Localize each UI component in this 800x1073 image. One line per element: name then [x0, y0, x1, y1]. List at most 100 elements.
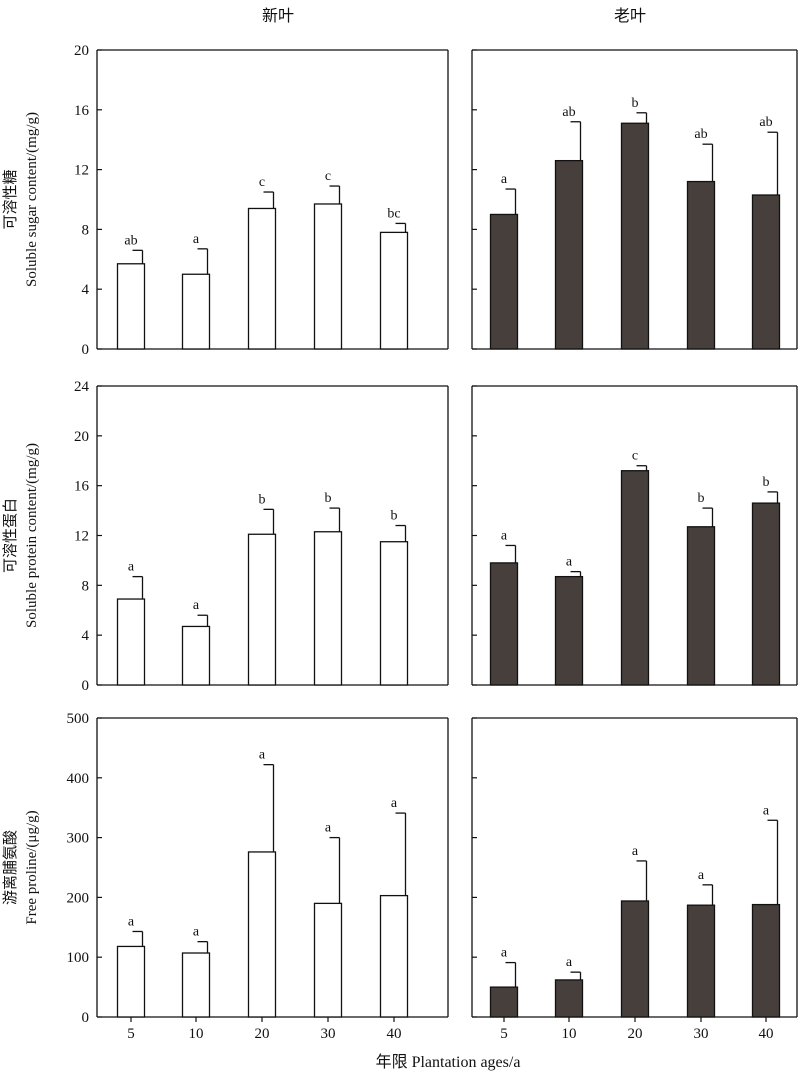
y-axis-title-en: Free proline/(μg/g): [24, 810, 40, 924]
free-proline-new-leaf-panel: 0 100 200 300 400 500 游离脯氨酸 Free proline/(μg/g)…: [2, 711, 449, 1042]
soluble-sugar-old-leaf-panel: a ab b ab ab: [471, 49, 798, 350]
y-tick-label: 500: [67, 711, 90, 727]
significance-label: ab: [124, 233, 137, 248]
significance-label: b: [391, 509, 398, 524]
bar: [620, 900, 650, 1018]
x-tick-label: 20: [255, 1026, 270, 1042]
y-tick-label: 16: [74, 479, 90, 495]
x-tick-label: 5: [500, 1026, 508, 1042]
y-tick-label: 16: [74, 103, 90, 119]
significance-label: b: [259, 492, 266, 507]
bar: [247, 533, 277, 686]
y-tick-label: 0: [82, 1010, 90, 1026]
soluble-protein-new-leaf-panel: 0 4 8 12 16 20 24 可溶性蛋白 Soluble protein content/…: [2, 379, 449, 694]
y-tick-label: 24: [74, 379, 90, 395]
significance-label: a: [566, 555, 573, 570]
bar: [379, 894, 409, 1018]
y-tick-label: 100: [67, 950, 90, 966]
significance-label: a: [193, 232, 200, 247]
y-tick-label: 20: [74, 429, 89, 445]
free-proline-old-leaf-panel: a 5 a 10 a 20 a 30 a 40: [471, 717, 798, 1042]
bar: [379, 541, 409, 686]
y-tick-label: 4: [82, 282, 90, 298]
y-tick-label: 0: [82, 678, 90, 694]
bar: [554, 575, 584, 686]
significance-label: a: [128, 914, 135, 929]
significance-label: a: [325, 821, 332, 836]
significance-label: ab: [694, 127, 707, 142]
significance-label: ab: [562, 105, 575, 120]
column-title-new-leaf: 新叶: [262, 7, 294, 25]
soluble-sugar-new-leaf-panel: 0 4 8 12 16 20 可溶性糖 Soluble sugar content/(mg/g…: [2, 43, 449, 358]
y-axis-title-cn: 可溶性蛋白: [2, 498, 19, 573]
bar: [313, 203, 343, 350]
y-tick-label: 4: [82, 628, 90, 644]
bar: [686, 526, 716, 686]
bar: [379, 231, 409, 350]
bar: [489, 562, 519, 686]
y-tick-label: 12: [74, 163, 89, 179]
significance-label: a: [501, 946, 508, 961]
bar: [489, 986, 519, 1018]
x-axis-title: 年限 Plantation ages/a: [376, 1053, 521, 1071]
x-tick-label: 30: [694, 1026, 709, 1042]
x-tick-label: 40: [387, 1026, 402, 1042]
significance-label: a: [193, 598, 200, 613]
bar: [686, 904, 716, 1018]
y-tick-label: 200: [67, 890, 90, 906]
bar: [181, 625, 211, 686]
y-tick-label: 300: [67, 831, 90, 847]
y-tick-label: 8: [82, 578, 90, 594]
bar: [181, 952, 211, 1018]
y-tick-label: 0: [82, 342, 90, 358]
y-axis-title-en: Soluble protein content/(mg/g): [24, 443, 40, 628]
column-title-old-leaf: 老叶: [614, 7, 646, 25]
y-axis-title-cn: 游离脯氨酸: [2, 830, 19, 905]
y-tick-label: 400: [67, 771, 90, 787]
bar: [313, 902, 343, 1018]
significance-label: a: [128, 560, 135, 575]
bar: [620, 122, 650, 350]
y-tick-label: 20: [74, 43, 89, 59]
significance-label: c: [325, 169, 331, 184]
bar: [751, 903, 781, 1018]
bar: [554, 159, 584, 350]
y-tick-label: 12: [74, 529, 89, 545]
significance-label: c: [259, 175, 265, 190]
significance-label: a: [501, 172, 508, 187]
significance-label: a: [259, 748, 266, 763]
bar: [751, 194, 781, 350]
bar: [751, 502, 781, 686]
significance-label: b: [698, 491, 705, 506]
bar: [620, 470, 650, 686]
significance-label: a: [501, 528, 508, 543]
bar: [247, 207, 277, 350]
significance-label: a: [391, 796, 398, 811]
x-tick-label: 10: [562, 1026, 577, 1042]
bar: [116, 263, 146, 350]
bar: [247, 851, 277, 1018]
bar: [313, 531, 343, 686]
x-tick-label: 10: [189, 1026, 204, 1042]
bar: [116, 598, 146, 686]
y-axis-title-en: Soluble sugar content/(mg/g): [24, 112, 40, 287]
significance-label: b: [763, 475, 770, 490]
significance-label: a: [698, 868, 705, 883]
significance-label: a: [193, 925, 200, 940]
y-tick-label: 8: [82, 222, 90, 238]
bar: [489, 213, 519, 350]
significance-label: bc: [387, 206, 400, 221]
x-tick-label: 20: [628, 1026, 643, 1042]
x-tick-label: 5: [127, 1026, 135, 1042]
x-tick-label: 30: [321, 1026, 336, 1042]
y-axis-title-cn: 可溶性糖: [2, 169, 19, 229]
x-tick-label: 40: [759, 1026, 774, 1042]
bar: [116, 945, 146, 1018]
bar: [181, 273, 211, 350]
significance-label: a: [632, 844, 639, 859]
significance-label: a: [763, 803, 770, 818]
soluble-protein-old-leaf-panel: a a c b b: [471, 385, 798, 686]
bar: [554, 979, 584, 1018]
significance-label: b: [325, 491, 332, 506]
